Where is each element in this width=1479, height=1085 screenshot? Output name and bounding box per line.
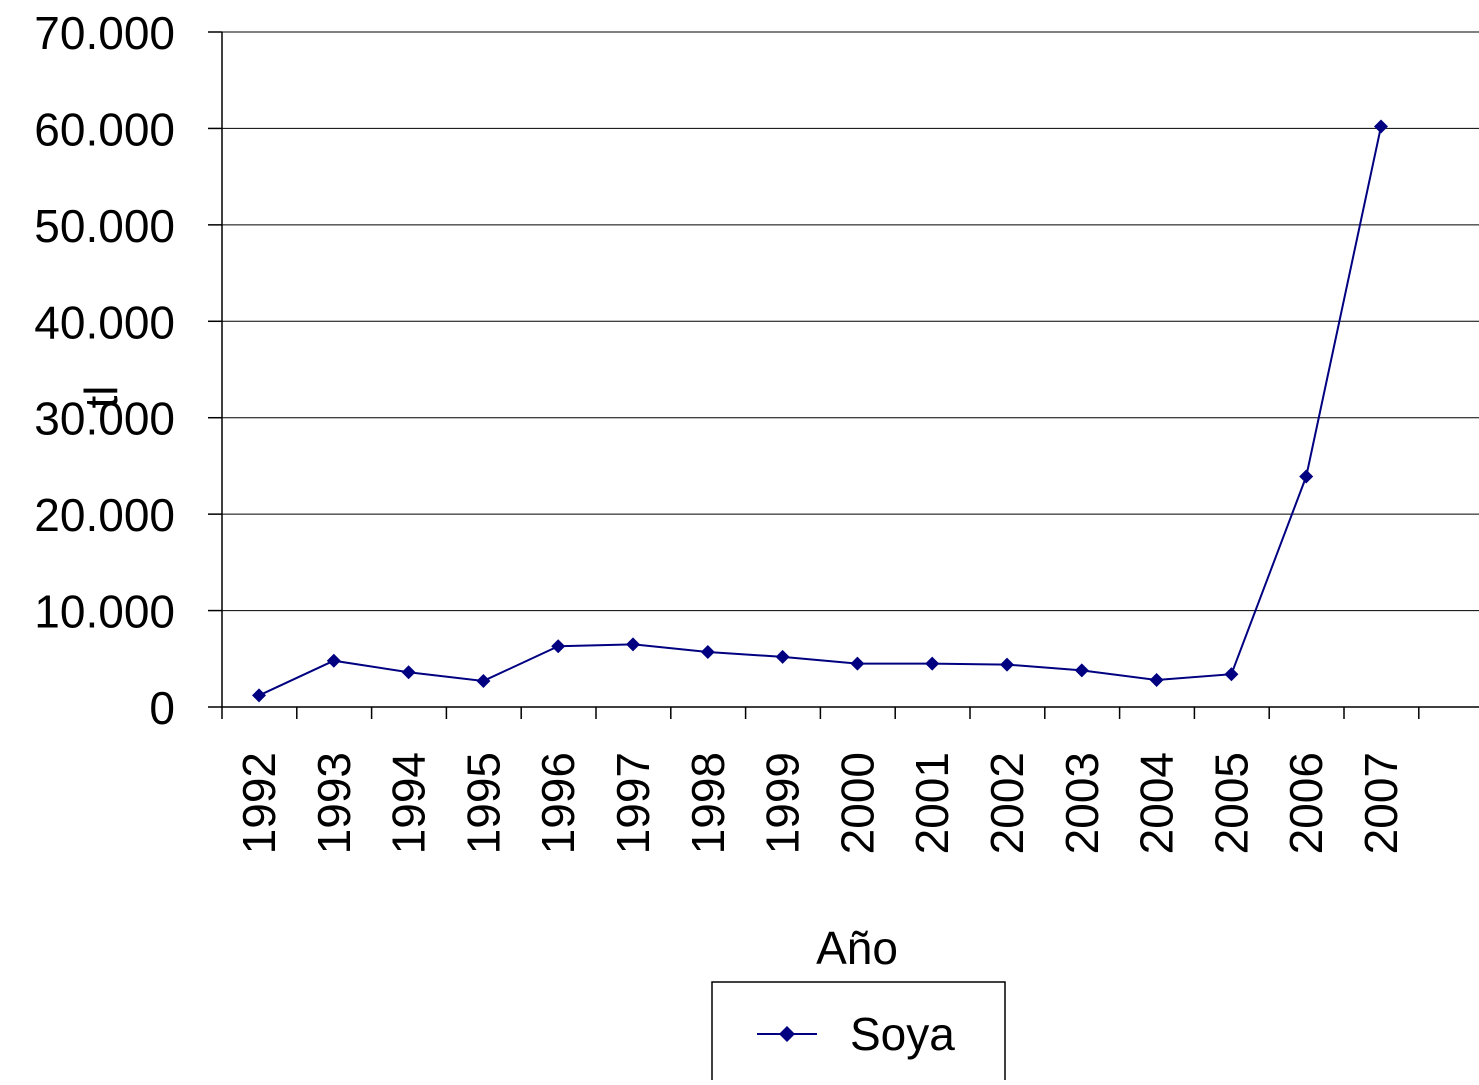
data-point <box>1074 663 1089 678</box>
axes <box>208 31 1479 719</box>
x-tick-label: 2000 <box>831 752 883 854</box>
y-tick-label: 60.000 <box>34 103 175 155</box>
data-point <box>1224 667 1239 682</box>
y-tick-label: 20.000 <box>34 489 175 541</box>
x-tick-label: 2005 <box>1205 752 1257 854</box>
legend-label-soya: Soya <box>850 1008 955 1060</box>
x-tick-label: 1999 <box>757 752 809 854</box>
x-tick-label: 1994 <box>383 752 435 854</box>
x-tick-label: 2006 <box>1280 752 1332 854</box>
x-tick-label: 1997 <box>607 752 659 854</box>
x-tick-label: 2003 <box>1056 752 1108 854</box>
y-axis-tick-labels: 0 10.000 20.000 30.000 40.000 50.000 60.000 70.… <box>34 7 175 734</box>
legend-marker-soya <box>779 1026 795 1042</box>
data-point <box>850 656 865 671</box>
x-tick-label: 2004 <box>1131 752 1183 854</box>
data-point <box>925 656 940 671</box>
data-point <box>551 639 566 654</box>
x-axis-title: Año <box>816 922 898 974</box>
y-tick-label: 0 <box>149 682 175 734</box>
x-axis-tick-labels: 1992 1993 1994 1995 1996 1997 1998 1999 2000 2001… <box>233 752 1407 854</box>
data-point <box>626 637 640 652</box>
data-point <box>1299 469 1314 484</box>
data-point <box>401 665 416 680</box>
y-tick-label: 10.000 <box>34 586 175 638</box>
gridlines <box>222 31 1479 612</box>
x-tick-label: 1993 <box>308 752 360 854</box>
legend: Soya <box>711 981 1006 1085</box>
data-point <box>1374 119 1388 134</box>
data-point <box>1000 657 1014 672</box>
x-tick-label: 2002 <box>981 752 1033 854</box>
y-tick-label: 40.000 <box>34 296 175 348</box>
data-point <box>700 645 715 660</box>
y-axis-title: tl <box>75 386 127 409</box>
y-tick-label: 50.000 <box>34 200 175 252</box>
data-point <box>775 649 790 664</box>
data-point <box>1149 673 1164 687</box>
x-tick-label: 1998 <box>682 752 734 854</box>
series-line-soya <box>258 126 1382 697</box>
x-tick-label: 2007 <box>1355 752 1407 854</box>
x-tick-label: 1996 <box>532 752 584 854</box>
data-point <box>326 653 341 668</box>
x-tick-label: 1992 <box>233 752 285 854</box>
series-soya <box>252 119 1388 703</box>
data-point <box>252 688 266 703</box>
x-tick-label: 2001 <box>906 752 958 854</box>
data-point <box>476 673 491 688</box>
y-tick-label: 30.000 <box>34 393 175 445</box>
y-tick-label: 70.000 <box>34 7 175 59</box>
x-tick-label: 1995 <box>457 752 509 854</box>
